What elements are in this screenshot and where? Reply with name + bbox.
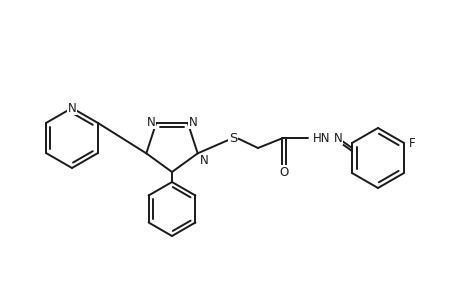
Text: N: N xyxy=(199,154,208,167)
Text: N: N xyxy=(333,131,342,145)
Text: O: O xyxy=(279,166,288,178)
Text: N: N xyxy=(189,116,197,129)
Text: N: N xyxy=(146,116,155,129)
Text: F: F xyxy=(408,136,414,149)
Text: S: S xyxy=(228,131,237,145)
Text: N: N xyxy=(67,101,76,115)
Text: HN: HN xyxy=(312,131,330,145)
